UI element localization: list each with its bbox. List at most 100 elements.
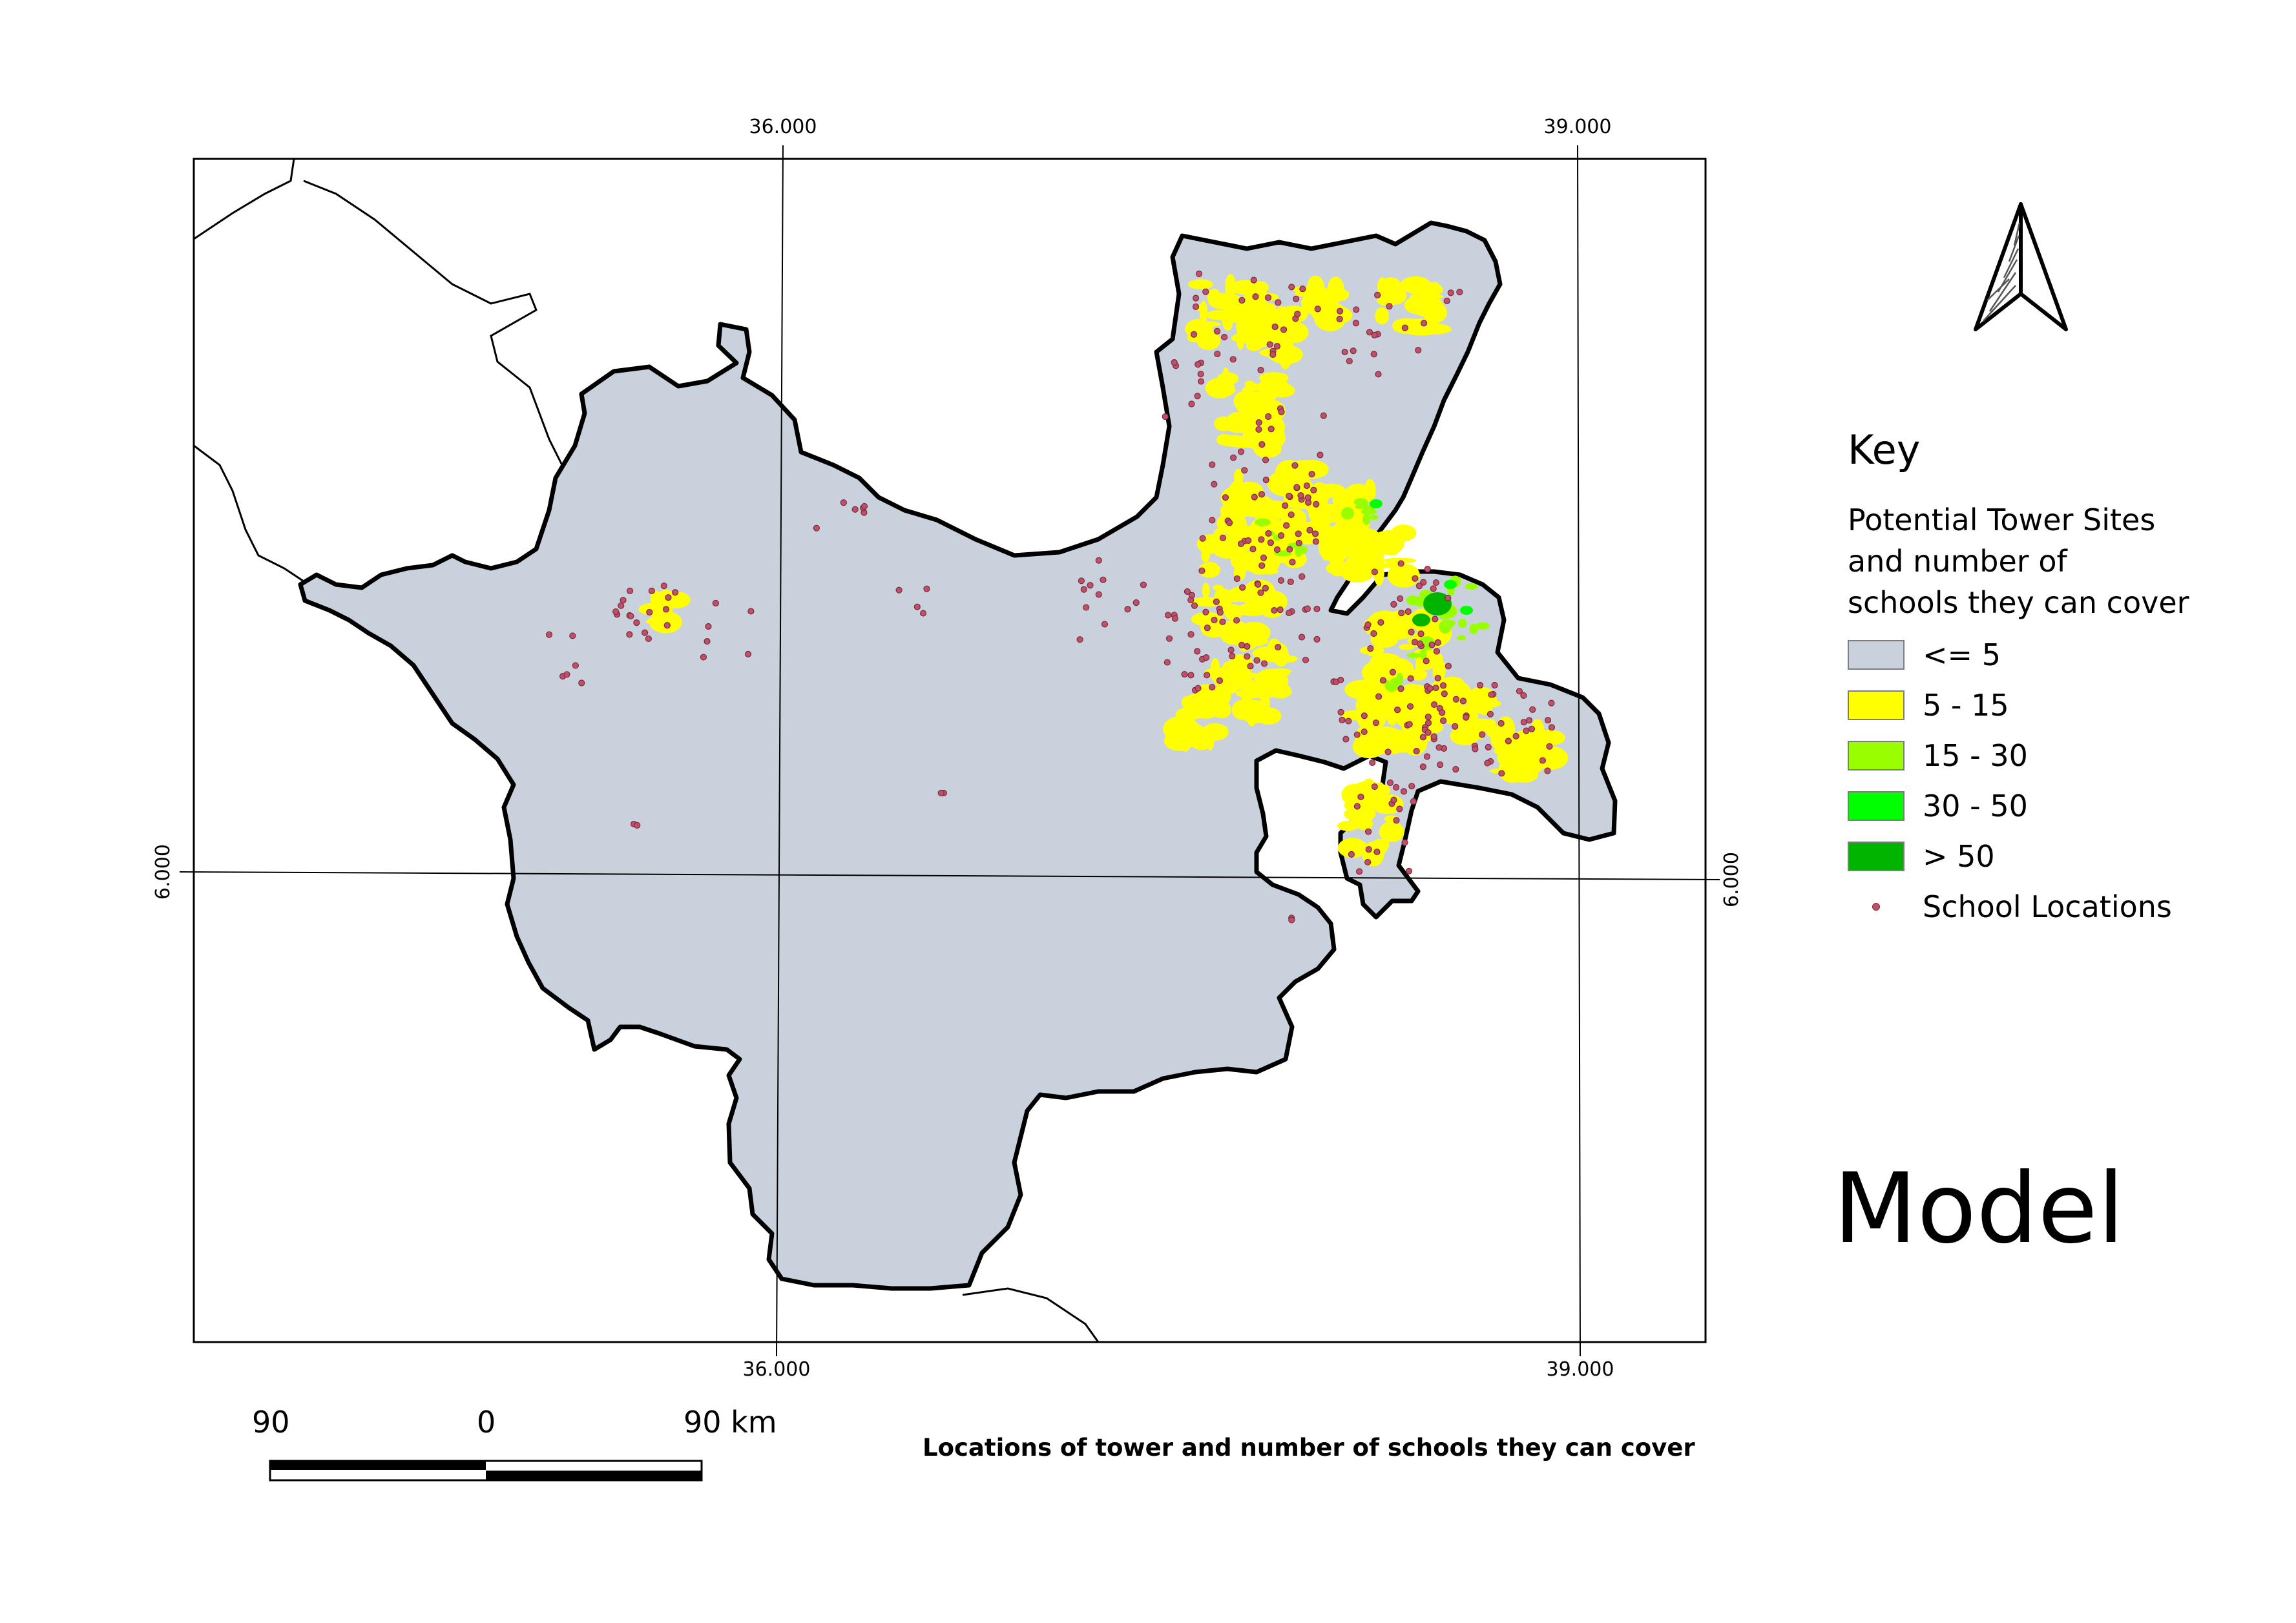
school-point (1406, 703, 1414, 710)
school-point (672, 589, 679, 596)
school-point (1297, 492, 1304, 499)
school-point (1345, 718, 1352, 725)
legend-item-30-50: 30 - 50 (1848, 781, 2261, 831)
school-point (1275, 299, 1282, 306)
school-point (1258, 562, 1266, 569)
school-point (1095, 557, 1102, 564)
school-point (1342, 736, 1350, 743)
school-point (1255, 419, 1262, 426)
legend-item-school-locations: School Locations (1848, 882, 2261, 932)
school-point (662, 606, 670, 613)
school-point (1357, 793, 1364, 800)
school-point (1375, 693, 1383, 700)
school-point (1244, 643, 1251, 650)
school-point (744, 650, 752, 657)
school-point (712, 599, 719, 606)
school-point (1336, 307, 1344, 315)
school-point (1452, 696, 1460, 703)
school-point (1371, 568, 1378, 575)
school-point (1428, 641, 1435, 648)
school-point (660, 582, 667, 590)
school-point (1529, 706, 1536, 713)
school-point (1371, 783, 1378, 791)
school-point (1437, 761, 1444, 769)
school-point (1320, 412, 1327, 419)
school-point (1204, 672, 1211, 679)
school-point (1249, 546, 1257, 553)
school-point (1523, 727, 1530, 734)
legend-swatch (1848, 640, 1905, 670)
school-point (1132, 599, 1140, 606)
legend-item-label: > 50 (1923, 839, 1995, 874)
school-point (1187, 631, 1195, 638)
school-point (1251, 493, 1258, 501)
school-point (1419, 763, 1426, 770)
school-point (1369, 759, 1376, 766)
legend-subtitle: Potential Tower Sites and number of scho… (1848, 499, 2261, 623)
school-point (1488, 691, 1495, 698)
school-point (1295, 539, 1302, 546)
school-point (1293, 484, 1300, 491)
school-point (1286, 492, 1293, 499)
school-point (1202, 608, 1209, 615)
school-point (1299, 573, 1306, 580)
legend-subtitle-line: and number of (1848, 544, 2067, 579)
school-point (851, 506, 859, 513)
school-point (1353, 803, 1361, 810)
school-point (1188, 592, 1195, 599)
school-point (1393, 707, 1401, 714)
school-point (1406, 721, 1413, 728)
school-point (1310, 486, 1317, 493)
school-point (1287, 578, 1294, 585)
school-point (1314, 305, 1321, 313)
school-point (704, 637, 711, 645)
school-point (1544, 767, 1551, 774)
school-point (1100, 576, 1107, 583)
school-point (1434, 639, 1441, 646)
neighbour-boundary-line (194, 159, 601, 583)
north-arrow-icon (1974, 202, 2068, 331)
school-point (1337, 676, 1344, 683)
school-point (1247, 663, 1254, 670)
school-point (663, 622, 671, 629)
school-point (642, 629, 649, 636)
school-point (1194, 393, 1201, 400)
school-point (1432, 579, 1440, 586)
school-point (1447, 289, 1454, 296)
school-point (1282, 502, 1289, 509)
school-point (1233, 575, 1240, 583)
school-point (1313, 501, 1320, 508)
school-point (1348, 851, 1355, 858)
school-point (923, 585, 930, 592)
school-point (1367, 645, 1374, 652)
school-point (1124, 606, 1131, 613)
school-point (1187, 672, 1195, 679)
school-point (1258, 536, 1265, 543)
school-point (648, 587, 655, 594)
school-point (1379, 677, 1387, 684)
school-point (1491, 681, 1498, 689)
school-point (1298, 634, 1306, 641)
school-point (578, 679, 585, 687)
school-point (1303, 482, 1311, 490)
school-point (1372, 719, 1379, 727)
school-point (1209, 683, 1216, 691)
school-point (1277, 606, 1284, 614)
neighbour-boundary-line (962, 1287, 1100, 1342)
school-point (1546, 743, 1553, 750)
school-point (1262, 584, 1269, 592)
school-point (1498, 719, 1505, 727)
school-point (1162, 413, 1169, 420)
school-point (1198, 567, 1205, 574)
school-point (1087, 582, 1094, 589)
school-point (1346, 357, 1353, 365)
school-point (1209, 517, 1216, 524)
school-point (1203, 654, 1210, 661)
school-point (1280, 326, 1288, 333)
legend-swatch (1848, 842, 1905, 871)
school-point (1463, 714, 1470, 721)
school-point (1258, 441, 1266, 448)
school-point (1237, 540, 1245, 548)
school-point-icon (1848, 892, 1905, 922)
school-point (1299, 285, 1306, 293)
